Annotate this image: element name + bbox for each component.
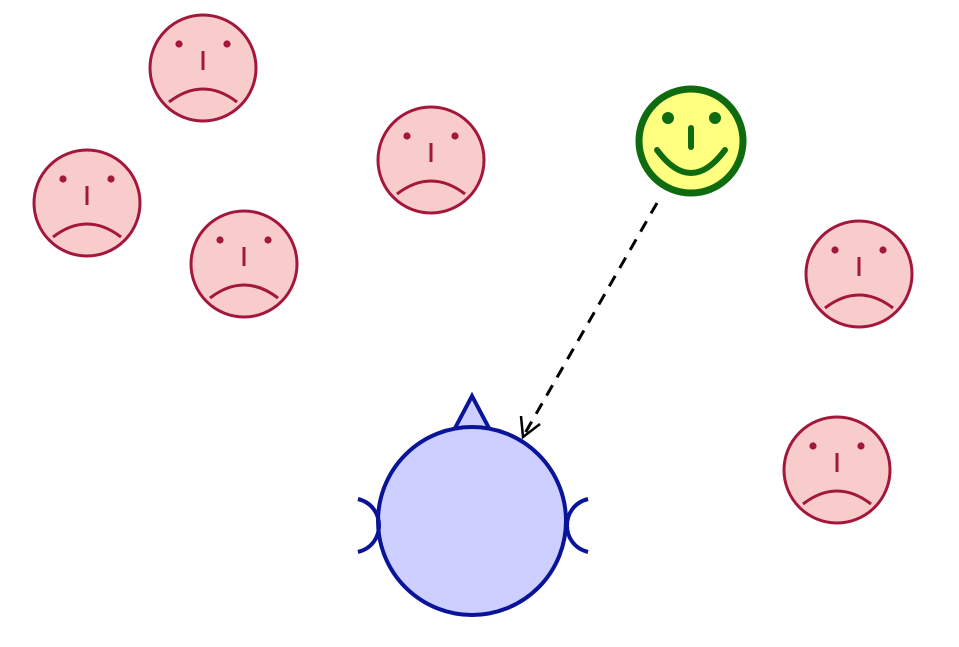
sad-face-icon bbox=[782, 415, 892, 525]
happy-face-icon bbox=[635, 85, 747, 197]
sad-face-icon bbox=[189, 209, 299, 319]
dashed-arrow bbox=[519, 202, 659, 440]
sad-face-icon bbox=[376, 105, 486, 215]
listener-head-icon bbox=[357, 391, 589, 617]
sad-face-icon bbox=[804, 219, 914, 329]
sad-face-icon bbox=[32, 148, 142, 258]
sad-face-icon bbox=[148, 13, 258, 123]
